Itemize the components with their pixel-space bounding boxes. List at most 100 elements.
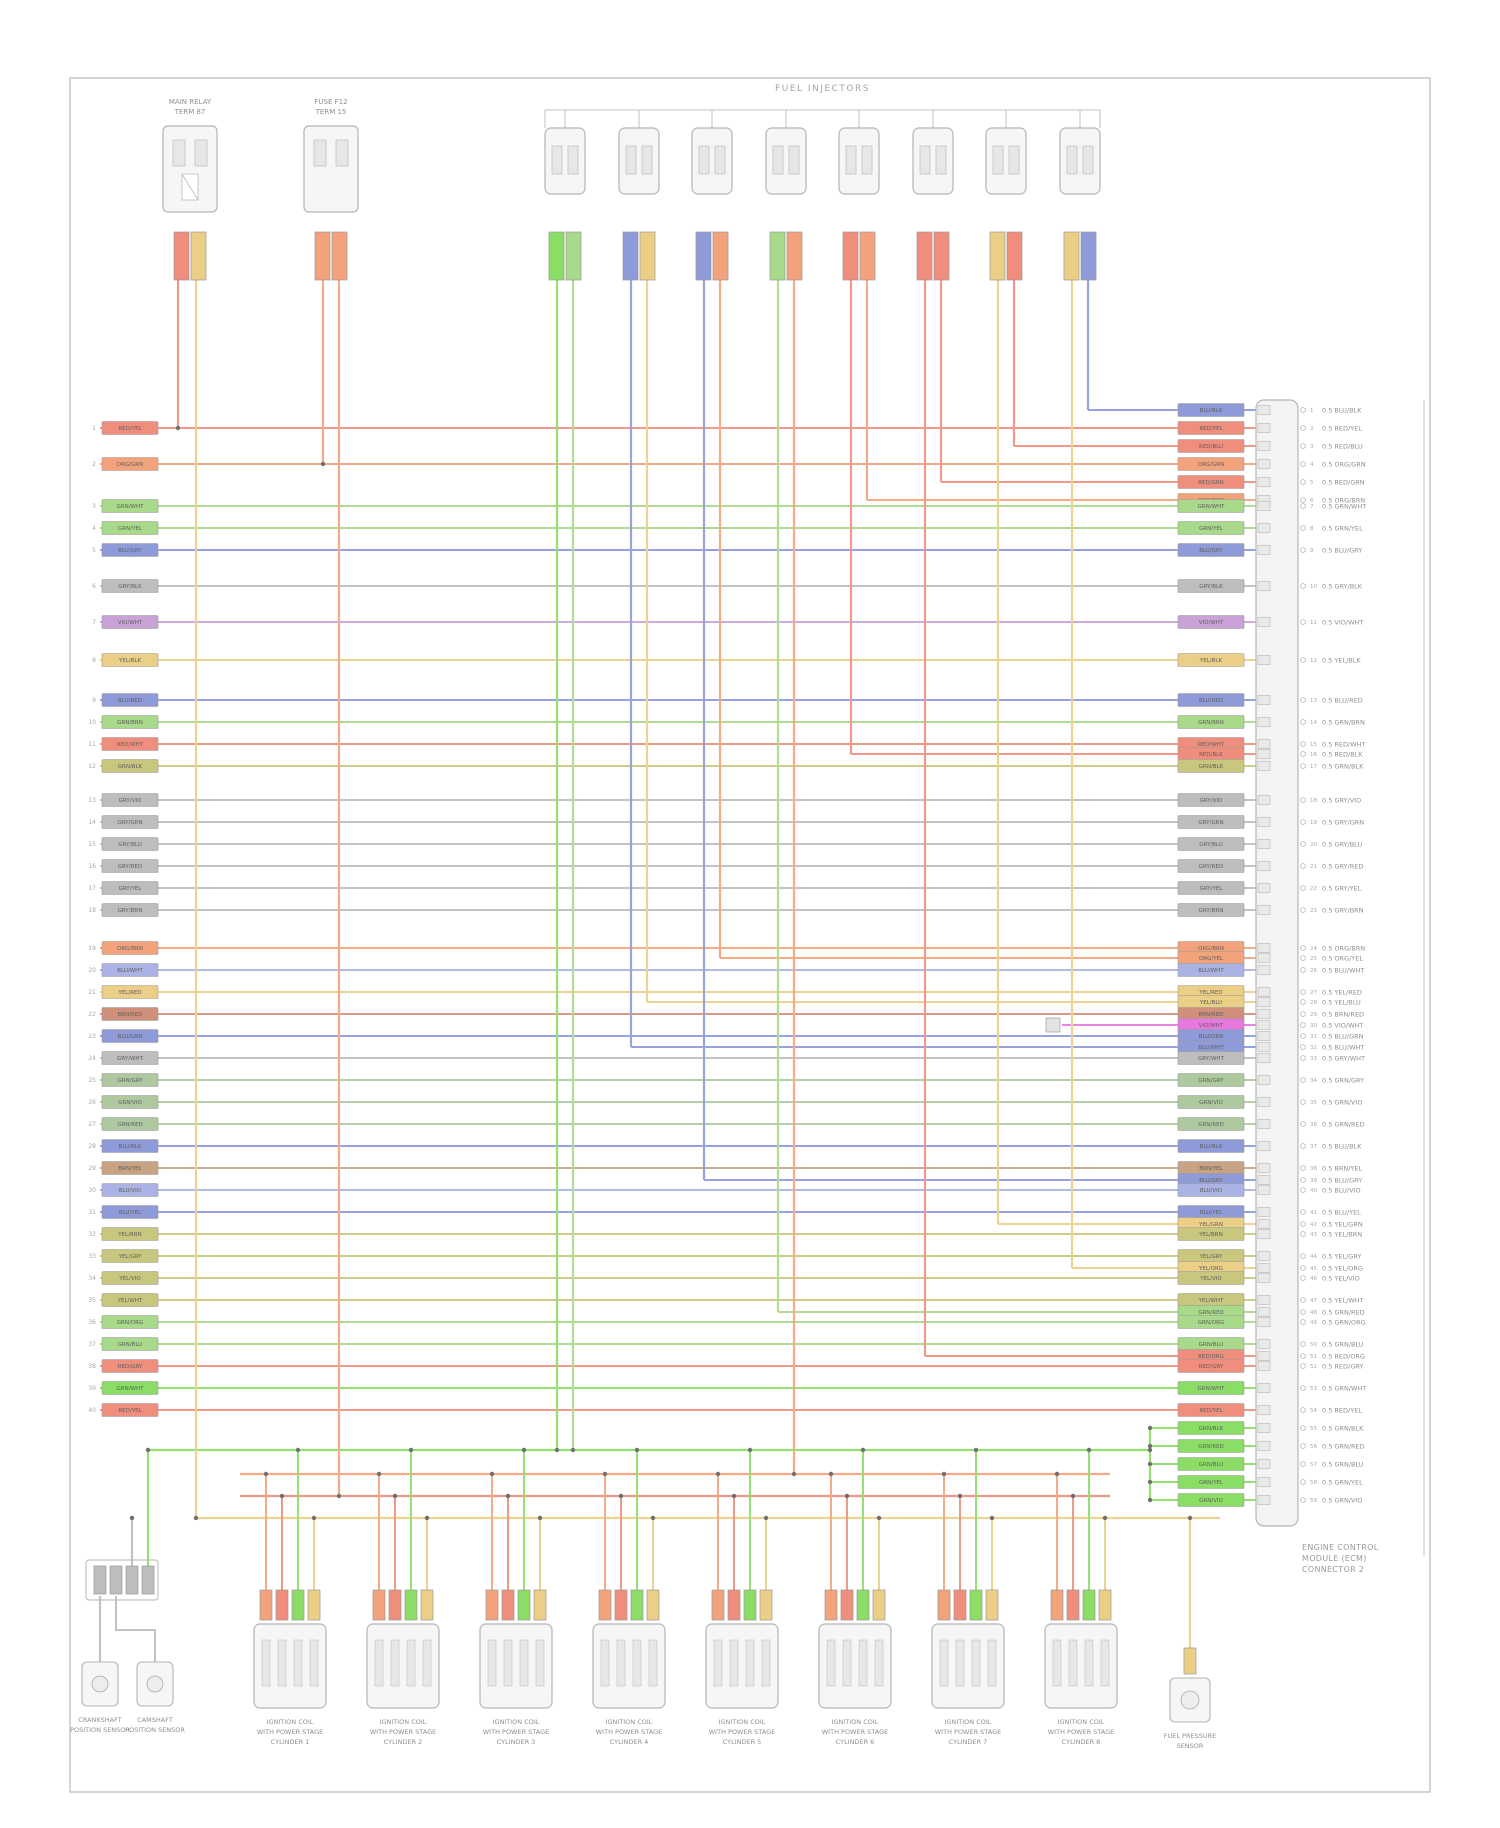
junction-dot: [424, 1515, 430, 1521]
wire-code: GRN/GRY: [117, 1078, 143, 1084]
wire-color-box: [101, 941, 159, 955]
left-pin-number: 39: [88, 1385, 96, 1392]
pin-circle: [1300, 1385, 1306, 1391]
component-pin: [335, 139, 349, 167]
coil-housing: [479, 1623, 553, 1709]
left-pin-number: 23: [88, 1033, 96, 1040]
ecm-pin-slot: [1257, 1273, 1271, 1283]
wire-color-box: [101, 1403, 159, 1417]
pin-number: 48: [1310, 1310, 1317, 1316]
injector-pin: [861, 145, 873, 175]
coil-label: WITH POWER STAGE: [483, 1728, 550, 1736]
pin-label: 0.5 VIO/WHT: [1322, 619, 1363, 627]
ecm-label-line: MODULE (ECM): [1302, 1554, 1367, 1563]
ecm-pin-slot: [1257, 655, 1271, 665]
junction-dot: [1070, 1493, 1076, 1499]
connector-cell: [933, 231, 950, 281]
pin-number: 17: [1310, 764, 1317, 770]
pin-label: 0.5 YEL/BLU: [1322, 999, 1361, 1007]
pin-circle: [1300, 1099, 1306, 1105]
wire-color-box: [1177, 1381, 1245, 1395]
pin-number: 2: [1310, 426, 1314, 432]
wire-code: VIO/WHT: [1199, 620, 1224, 626]
ecm-pin-slot: [1257, 477, 1271, 487]
ecm-pin-slot: [1257, 997, 1271, 1007]
wire-color-box: [1177, 1439, 1245, 1453]
pin-circle: [1300, 751, 1306, 757]
coil-slot: [713, 1639, 723, 1687]
pin-label: 0.5 RED/WHT: [1322, 741, 1366, 749]
pin-label: 0.5 BRN/YEL: [1322, 1165, 1363, 1173]
pin-number: 39: [1310, 1178, 1317, 1184]
pin-number: 28: [1310, 1000, 1317, 1006]
coil-slot: [1100, 1639, 1110, 1687]
wire-color-box: [1177, 475, 1245, 489]
junction-dot: [731, 1493, 737, 1499]
junction-dot: [1147, 1443, 1153, 1449]
wire-code: YEL/BLK: [1199, 658, 1223, 664]
wire-code: YEL/GRN: [1198, 1222, 1223, 1228]
pin-label: 0.5 RED/GRN: [1322, 479, 1365, 487]
left-pin-number: 15: [88, 841, 96, 848]
pin-circle: [1300, 497, 1306, 503]
left-pin-number: 1: [92, 425, 96, 432]
connector-cell: [565, 231, 582, 281]
wire-code: ORG/GRN: [117, 462, 143, 468]
pin-label: 0.5 BLU/VIO: [1322, 1187, 1361, 1195]
pin-number: 14: [1310, 720, 1317, 726]
pin-label: 0.5 ORG/BRN: [1322, 945, 1365, 953]
pin-number: 58: [1310, 1480, 1317, 1486]
wire-color-box: [101, 653, 159, 667]
pin-circle: [1300, 1341, 1306, 1347]
connector-cell: [141, 1565, 155, 1595]
left-pin-number: 5: [92, 547, 96, 554]
wire-color-box: [1177, 615, 1245, 629]
pin-number: 23: [1310, 908, 1317, 914]
junction-dot: [311, 1515, 317, 1521]
pin-circle: [1300, 1077, 1306, 1083]
pin-circle: [1300, 1443, 1306, 1449]
pin-circle: [1300, 1011, 1306, 1017]
pin-circle: [1300, 955, 1306, 961]
coil-slot: [745, 1639, 755, 1687]
wire-code: GRN/YEL: [118, 526, 143, 532]
connector-cell: [695, 231, 712, 281]
junction-dot: [989, 1515, 995, 1521]
connector-cell: [598, 1589, 612, 1621]
connector-cell: [275, 1589, 289, 1621]
connector-cell: [259, 1589, 273, 1621]
pin-circle: [1300, 1497, 1306, 1503]
coil-slot: [858, 1639, 868, 1687]
coil-label: CYLINDER 4: [610, 1738, 649, 1746]
coil-slot: [1068, 1639, 1078, 1687]
wire-code: GRN/BLU: [1199, 1462, 1224, 1468]
connector-cell: [485, 1589, 499, 1621]
junction-dot: [791, 1471, 797, 1477]
coil-label: WITH POWER STAGE: [596, 1728, 663, 1736]
pin-label: 0.5 RED/YEL: [1322, 425, 1362, 433]
coil-slot: [955, 1639, 965, 1687]
wire-color-box: [1177, 715, 1245, 729]
wire-color-box: [101, 985, 159, 999]
sensor-symbol: [146, 1675, 164, 1693]
pin-number: 44: [1310, 1254, 1317, 1260]
page-border: [69, 77, 1431, 1793]
wire-code: GRY/WHT: [1198, 1056, 1225, 1062]
ecm-pin-slot: [1257, 545, 1271, 555]
ecm-pin-slot: [1257, 861, 1271, 871]
connector-cell: [840, 1589, 854, 1621]
junction-dot: [145, 1447, 151, 1453]
wire-color-box: [101, 1359, 159, 1373]
sensor-symbol: [1180, 1690, 1200, 1710]
ecm-pin-slot: [1257, 1009, 1271, 1019]
pin-label: 0.5 GRN/BLK: [1322, 1425, 1364, 1433]
pin-label: 0.5 BLU/BLK: [1322, 407, 1362, 415]
pin-circle: [1300, 697, 1306, 703]
junction-dot: [634, 1447, 640, 1453]
injector-housing: [765, 127, 807, 195]
pin-label: 0.5 ORG/GRN: [1322, 461, 1366, 469]
connector-cell: [856, 1589, 870, 1621]
ecm-pin-slot: [1257, 423, 1271, 433]
left-pin-number: 20: [88, 967, 96, 974]
wire-code: GRN/BLU: [1199, 1342, 1224, 1348]
